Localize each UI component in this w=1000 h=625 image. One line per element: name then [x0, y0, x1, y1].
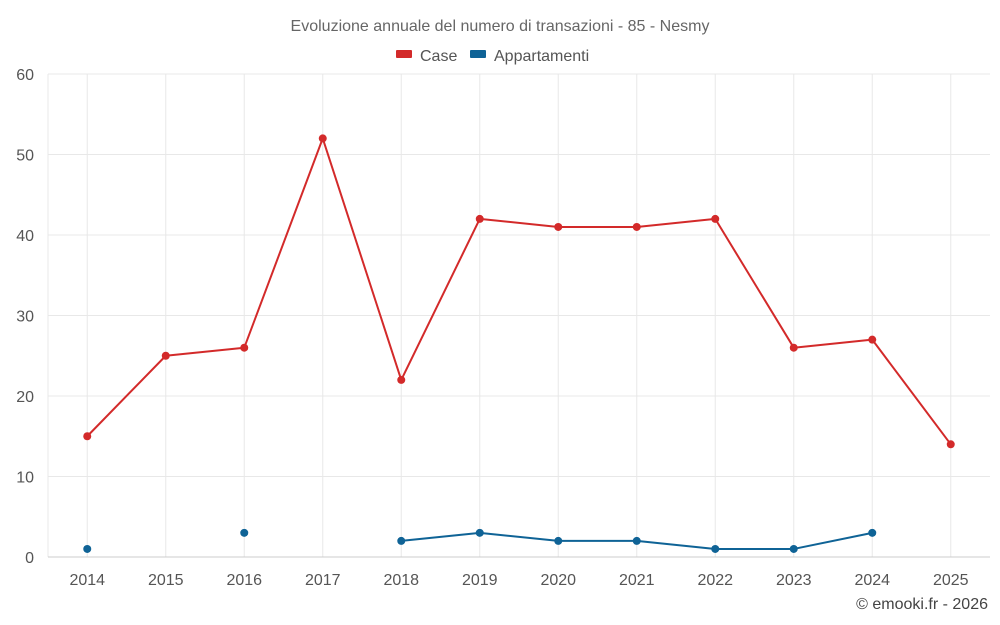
- y-tick-label: 0: [25, 550, 34, 567]
- data-point[interactable]: [83, 544, 92, 553]
- x-tick-label: 2022: [697, 572, 733, 589]
- y-axis-ticks: 0 10 20 30 40 50 60: [16, 67, 34, 567]
- data-point[interactable]: [318, 134, 327, 143]
- data-point[interactable]: [789, 544, 798, 553]
- x-tick-label: 2016: [226, 572, 262, 589]
- legend-label-case: Case: [420, 48, 457, 65]
- y-tick-label: 40: [16, 228, 34, 245]
- y-tick-label: 20: [16, 389, 34, 406]
- legend-swatch-appartamenti: [470, 50, 486, 58]
- data-point[interactable]: [554, 222, 563, 231]
- data-point[interactable]: [632, 536, 641, 545]
- credit-text: © emooki.fr - 2026: [856, 596, 988, 613]
- x-tick-label: 2024: [854, 572, 890, 589]
- x-axis-ticks: 2014 2015 2016 2017 2018 2019 2020 2021 2022 2023…: [69, 572, 968, 589]
- data-point[interactable]: [475, 214, 484, 223]
- data-point[interactable]: [554, 536, 563, 545]
- x-tick-label: 2020: [540, 572, 576, 589]
- data-point[interactable]: [711, 544, 720, 553]
- x-tick-label: 2021: [619, 572, 655, 589]
- x-tick-label: 2019: [462, 572, 498, 589]
- series-layer: [83, 134, 955, 553]
- data-point[interactable]: [397, 375, 406, 384]
- data-point[interactable]: [397, 536, 406, 545]
- data-point[interactable]: [946, 440, 955, 449]
- y-tick-label: 50: [16, 148, 34, 165]
- data-point[interactable]: [632, 222, 641, 231]
- series-appartamenti: [83, 528, 877, 553]
- data-point[interactable]: [711, 214, 720, 223]
- y-tick-label: 30: [16, 309, 34, 326]
- data-point[interactable]: [83, 432, 92, 441]
- series-line: [86, 137, 952, 445]
- chart-title: Evoluzione annuale del numero di transaz…: [291, 18, 710, 35]
- legend-label-appartamenti: Appartamenti: [494, 48, 589, 65]
- legend: Case Appartamenti: [396, 48, 589, 65]
- data-point[interactable]: [475, 528, 484, 537]
- legend-swatch-case: [396, 50, 412, 58]
- y-tick-label: 60: [16, 67, 34, 84]
- data-point[interactable]: [240, 343, 249, 352]
- y-tick-label: 10: [16, 470, 34, 487]
- x-tick-label: 2017: [305, 572, 341, 589]
- series-case: [83, 134, 955, 449]
- x-tick-label: 2025: [933, 572, 969, 589]
- x-tick-label: 2018: [383, 572, 419, 589]
- data-point[interactable]: [868, 528, 877, 537]
- data-point[interactable]: [868, 335, 877, 344]
- data-point[interactable]: [789, 343, 798, 352]
- grid: [47, 73, 990, 557]
- x-tick-label: 2014: [69, 572, 105, 589]
- x-tick-label: 2015: [148, 572, 184, 589]
- data-point[interactable]: [240, 528, 249, 537]
- data-point[interactable]: [161, 351, 170, 360]
- x-tick-label: 2023: [776, 572, 812, 589]
